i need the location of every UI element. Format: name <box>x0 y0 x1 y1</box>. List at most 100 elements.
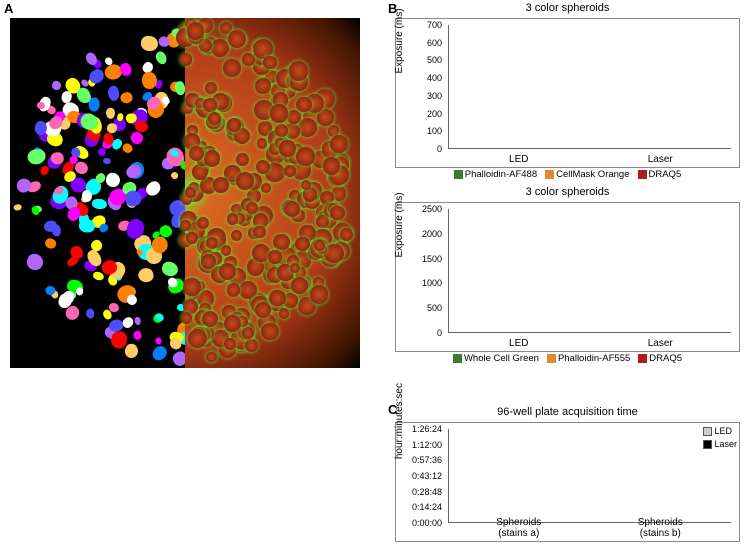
y-tick: 600 <box>427 38 442 48</box>
fluorescent-cell <box>211 39 229 57</box>
fluorescent-cell <box>180 53 192 65</box>
segmented-cell <box>50 152 64 165</box>
y-tick: 700 <box>427 20 442 30</box>
segmented-cell <box>134 119 149 133</box>
fluorescent-cell <box>236 153 249 166</box>
segmented-cell <box>105 107 115 119</box>
y-tick: 1000 <box>422 278 442 288</box>
segmented-cell <box>77 288 84 296</box>
segmented-cell <box>86 308 94 318</box>
chart-c: hour:minutes:sec0:00:000:14:240:28:480:4… <box>395 422 740 542</box>
fluorescent-cell <box>231 230 242 241</box>
fluorescent-cell <box>263 56 276 69</box>
fluorescent-cell <box>227 283 241 297</box>
fluorescent-cell <box>204 150 220 166</box>
segmented-cell <box>106 122 118 133</box>
segmented-cell <box>92 271 104 281</box>
fluorescent-cell <box>314 240 326 252</box>
chart1-legend: Phalloidin-AF488CellMask OrangeDRAQ5 <box>395 169 740 180</box>
y-tick: 500 <box>427 55 442 65</box>
fluorescent-cell <box>206 352 217 363</box>
fluorescent-cell <box>275 124 288 137</box>
fluorescent-cell <box>261 323 279 341</box>
segmented-cell <box>144 179 163 198</box>
fluorescent-cell <box>253 226 265 238</box>
y-tick: 500 <box>427 303 442 313</box>
fluorescent-cell <box>181 312 192 323</box>
x-tick: Laser <box>590 154 732 165</box>
fluorescent-cell <box>224 315 241 332</box>
segmented-cell <box>160 260 179 277</box>
fluorescent-cell <box>296 147 315 166</box>
legend-item: Phalloidin-AF555 <box>547 353 630 364</box>
fluorescent-cell <box>279 308 290 319</box>
segmented-cell <box>26 252 45 272</box>
legend-item: LED <box>703 425 737 438</box>
legend-item: Phalloidin-AF488 <box>454 169 537 180</box>
segmented-cell <box>61 90 73 103</box>
chart2-legend: Whole Cell GreenPhalloidin-AF555DRAQ5 <box>395 353 740 364</box>
segmented-cell <box>79 218 95 232</box>
fluorescent-cell <box>192 164 208 180</box>
y-tick: 1:12:00 <box>412 440 442 450</box>
fluorescent-cell <box>284 201 300 217</box>
fluorescent-cell <box>332 186 346 200</box>
fluorescent-cell <box>245 339 258 352</box>
segmented-cell <box>154 49 169 65</box>
fluorescent-cell <box>201 254 216 269</box>
segmented-cell <box>170 171 179 180</box>
legend-item: DRAQ5 <box>638 169 682 180</box>
y-tick: 0 <box>437 328 442 338</box>
fluorescent-cell <box>340 228 353 241</box>
panel-a-image <box>10 18 360 368</box>
segmented-cell <box>141 36 159 52</box>
segmented-cell <box>51 80 63 92</box>
figure-root: A B 3 color spheroids Exposure (ms)01002… <box>0 0 750 559</box>
y-tick: 0:57:36 <box>412 455 442 465</box>
fluorescent-cell <box>180 220 191 231</box>
segmented-cell <box>126 294 138 306</box>
segmented-cell <box>103 158 111 164</box>
legend-item: Laser <box>703 438 737 451</box>
chart-c-title: 96-well plate acquisition time <box>395 406 740 418</box>
fluorescent-cell <box>219 263 236 280</box>
fluorescent-cell <box>257 138 268 149</box>
fluorescent-cell <box>255 78 271 94</box>
segmented-cell <box>150 343 169 363</box>
fluorescent-cell <box>330 206 344 220</box>
panel-b: 3 color spheroids Exposure (ms)010020030… <box>395 0 740 370</box>
fluorescent-cell <box>228 30 246 48</box>
fluorescence-spheroid <box>185 18 360 368</box>
segmented-cell <box>134 316 141 325</box>
y-tick: 2000 <box>422 229 442 239</box>
fluorescent-cell <box>290 263 300 273</box>
legend-item: DRAQ5 <box>638 353 682 364</box>
segmented-cell <box>108 85 121 102</box>
y-tick: 2500 <box>422 204 442 214</box>
fluorescent-cell <box>197 217 209 229</box>
fluorescent-cell <box>223 59 240 76</box>
chart-b1: Exposure (ms)0100200300400500600700LEDLa… <box>395 18 740 168</box>
fluorescent-cell <box>298 118 317 137</box>
fluorescent-cell <box>256 160 270 174</box>
fluorescent-cell <box>270 104 288 122</box>
fluorescent-cell <box>291 277 308 294</box>
fluorescent-cell <box>242 53 255 66</box>
fluorescent-cell <box>255 302 271 318</box>
fluorescent-cell <box>261 183 272 194</box>
x-tick: Spheroids(stains b) <box>590 517 732 539</box>
y-tick: 300 <box>427 91 442 101</box>
y-tick: 1500 <box>422 254 442 264</box>
y-tick: 0:00:00 <box>412 518 442 528</box>
x-tick: Spheroids(stains a) <box>448 517 590 539</box>
y-tick: 0 <box>437 144 442 154</box>
y-tick: 0:28:48 <box>412 487 442 497</box>
fluorescent-cell <box>213 177 229 193</box>
fluorescent-cell <box>284 165 296 177</box>
fluorescent-cell <box>324 244 343 263</box>
y-tick: 0:14:24 <box>412 502 442 512</box>
chart-b2: Exposure (ms)05001000150020002500LEDLase… <box>395 202 740 352</box>
x-tick: LED <box>448 154 590 165</box>
fluorescence-cells <box>185 18 360 368</box>
segmented-cell <box>44 237 58 251</box>
